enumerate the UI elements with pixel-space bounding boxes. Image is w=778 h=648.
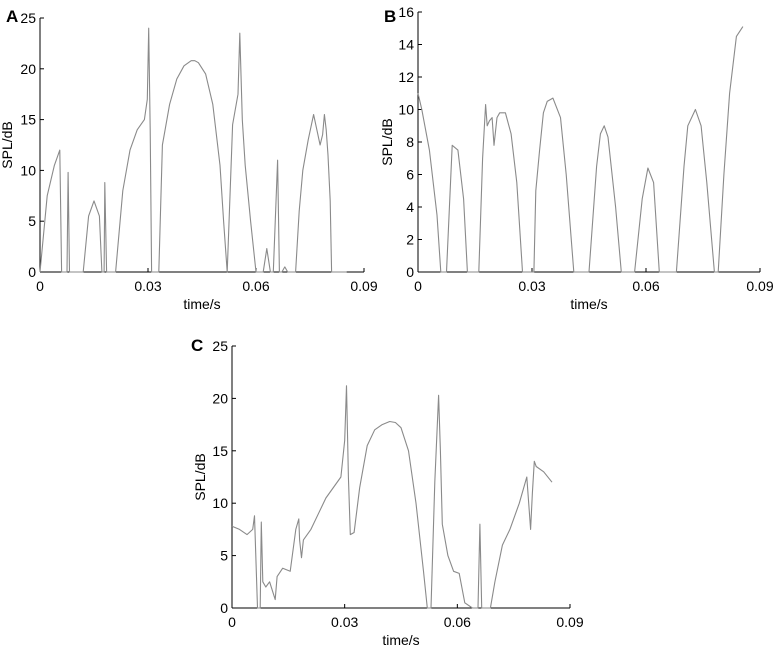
panel-label-a: A xyxy=(6,7,18,26)
y-tick-label: 2 xyxy=(406,232,414,248)
y-tick-label: 0 xyxy=(220,600,228,616)
y-tick-label: 10 xyxy=(398,102,414,118)
x-axis-label: time/s xyxy=(570,296,607,312)
x-tick-label: 0.06 xyxy=(632,278,659,294)
y-tick-label: 15 xyxy=(212,443,228,459)
x-tick-label: 0.03 xyxy=(134,278,161,294)
x-tick-label: 0 xyxy=(36,278,44,294)
y-tick-label: 25 xyxy=(212,338,228,354)
panel-label-c: C xyxy=(191,336,203,355)
y-tick-label: 5 xyxy=(28,213,36,229)
y-tick-label: 5 xyxy=(220,548,228,564)
y-tick-label: 10 xyxy=(212,495,228,511)
panel-a: A 0 5 10 15 20 25 0 0.03 0.06 0.09 time/s SPL/dB xyxy=(0,7,378,312)
y-tick-label: 12 xyxy=(398,69,414,85)
y-tick-label: 20 xyxy=(212,390,228,406)
y-tick-label: 15 xyxy=(20,112,36,128)
x-tick-label: 0.06 xyxy=(444,614,471,630)
series-line xyxy=(231,385,553,609)
y-tick-label: 4 xyxy=(406,199,414,215)
y-tick-label: 14 xyxy=(398,37,414,53)
x-tick-label: 0 xyxy=(228,614,236,630)
x-axis-label: time/s xyxy=(382,632,419,648)
y-tick-label: 25 xyxy=(20,10,36,26)
x-tick-label: 0.09 xyxy=(746,278,773,294)
y-tick-label: 16 xyxy=(398,4,414,20)
y-tick-label: 0 xyxy=(28,264,36,280)
y-tick-label: 8 xyxy=(406,134,414,150)
y-tick-label: 6 xyxy=(406,167,414,183)
panel-c: C 0 5 10 15 20 25 0 0.03 0.06 0.09 time/s SPL/dB xyxy=(191,336,584,648)
y-tick-label: 20 xyxy=(20,61,36,77)
series-line xyxy=(39,27,347,273)
y-axis-label: SPL/dB xyxy=(379,118,395,165)
x-tick-label: 0.03 xyxy=(518,278,545,294)
x-tick-label: 0.09 xyxy=(556,614,583,630)
y-axis-label: SPL/dB xyxy=(192,453,208,500)
x-tick-label: 0.03 xyxy=(331,614,358,630)
series-line xyxy=(417,26,744,273)
y-tick-label: 0 xyxy=(406,264,414,280)
x-axis-label: time/s xyxy=(183,296,220,312)
x-tick-label: 0 xyxy=(414,278,422,294)
x-tick-label: 0.06 xyxy=(242,278,269,294)
y-axis-label: SPL/dB xyxy=(0,121,15,168)
x-tick-label: 0.09 xyxy=(350,278,377,294)
panel-label-b: B xyxy=(384,7,396,26)
panel-b: B 0 2 4 6 8 10 12 14 16 0 0.03 0.06 0.09 time/s SPL/dB xyxy=(379,4,774,312)
y-tick-label: 10 xyxy=(20,162,36,178)
